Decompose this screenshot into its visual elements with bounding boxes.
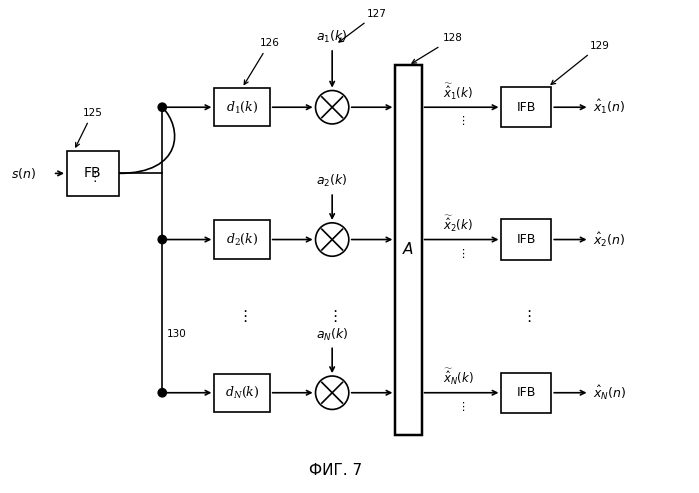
Bar [67, 151, 119, 196]
Bar [501, 219, 552, 260]
Text: IFB: IFB [517, 386, 536, 399]
Text: $a_N(k)$: $a_N(k)$ [316, 326, 348, 343]
Text: $a_2(k)$: $a_2(k)$ [317, 174, 348, 189]
Bar [395, 66, 421, 434]
Text: $\vdots$: $\vdots$ [457, 114, 466, 127]
Text: FB: FB [84, 166, 102, 180]
Circle shape [158, 235, 166, 244]
Text: 130: 130 [166, 328, 186, 339]
Circle shape [315, 91, 349, 124]
Text: 129: 129 [551, 41, 610, 84]
Text: 128: 128 [412, 33, 463, 63]
Text: $s(n)$: $s(n)$ [11, 166, 36, 181]
Text: $\vdots$: $\vdots$ [89, 170, 97, 184]
Text: ФИГ. 7: ФИГ. 7 [309, 463, 362, 478]
Text: $\vdots$: $\vdots$ [237, 308, 247, 324]
Circle shape [158, 103, 166, 111]
Text: $a_1(k)$: $a_1(k)$ [317, 29, 348, 44]
Text: $\hat{x}_N(n)$: $\hat{x}_N(n)$ [593, 384, 626, 402]
Circle shape [315, 376, 349, 410]
Circle shape [315, 223, 349, 256]
Text: A: A [403, 243, 414, 257]
Text: $\vdots$: $\vdots$ [521, 308, 531, 324]
Bar [215, 374, 270, 412]
Text: IFB: IFB [517, 101, 536, 114]
Text: 126: 126 [244, 38, 279, 84]
Text: $d_2(k)$: $d_2(k)$ [226, 232, 258, 247]
Text: $\widetilde{\hat{x}}_N(k)$: $\widetilde{\hat{x}}_N(k)$ [442, 366, 473, 387]
Text: $\hat{x}_2(n)$: $\hat{x}_2(n)$ [593, 230, 626, 248]
Text: $\vdots$: $\vdots$ [457, 400, 466, 413]
Text: $d_1(k)$: $d_1(k)$ [226, 100, 258, 115]
Text: $d_N(k)$: $d_N(k)$ [225, 385, 259, 400]
Text: $\vdots$: $\vdots$ [327, 308, 338, 324]
Text: IFB: IFB [517, 233, 536, 246]
Text: $\widetilde{\hat{x}}_1(k)$: $\widetilde{\hat{x}}_1(k)$ [443, 81, 473, 102]
Text: 127: 127 [339, 9, 387, 42]
Text: $\widetilde{\hat{x}}_2(k)$: $\widetilde{\hat{x}}_2(k)$ [443, 213, 473, 234]
Text: 125: 125 [75, 108, 102, 147]
Text: $\hat{x}_1(n)$: $\hat{x}_1(n)$ [593, 98, 626, 116]
Bar [215, 88, 270, 126]
Text: $\vdots$: $\vdots$ [457, 246, 466, 259]
Bar [215, 220, 270, 259]
Circle shape [158, 388, 166, 397]
Bar [501, 373, 552, 413]
Bar [501, 87, 552, 127]
